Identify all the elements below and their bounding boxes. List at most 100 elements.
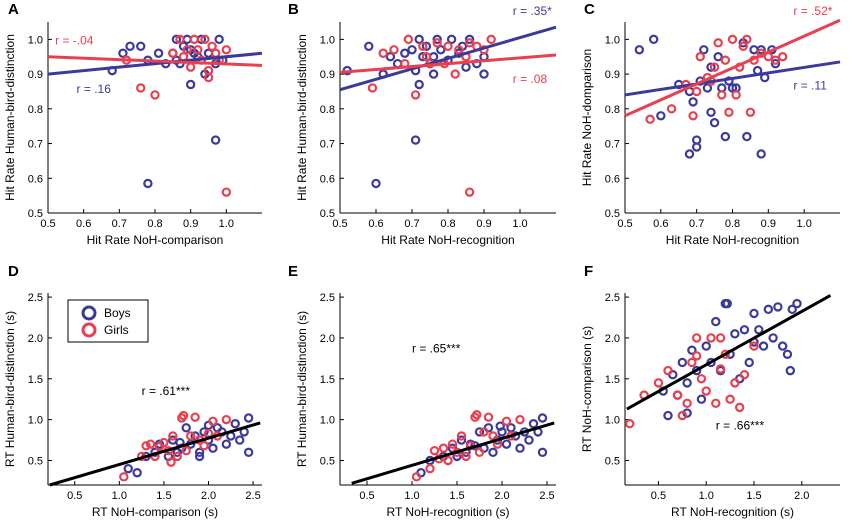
legend-label-girls: Girls [104,323,129,337]
point-boys [706,62,716,72]
point-girls [749,341,759,351]
point-girls [625,419,635,429]
point-girls [474,447,485,458]
point-boys [456,435,467,445]
point-girls [410,90,421,100]
point-girls [454,45,464,55]
legend-box [67,299,149,343]
point-girls [479,427,489,437]
point-girls [672,390,683,400]
point-girls [461,451,471,462]
point-boys [709,118,720,128]
point-boys [171,34,182,45]
point-boys [488,447,498,458]
point-boys [744,357,754,368]
point-boys [194,451,205,462]
correlation-label: r = .61*** [142,384,191,398]
point-boys [474,427,485,437]
y-tick-label-d: 1.5 [28,374,43,386]
point-boys [221,439,232,449]
point-girls [207,41,217,52]
y-axis-title-b: Hit Rate Human-bird-distinction [295,34,309,201]
point-girls [742,34,752,45]
point-boys [742,131,752,142]
point-boys [691,142,702,152]
point-boys [515,443,525,453]
x-tick-label-e: 0.5 [359,490,374,502]
point-boys [125,41,135,52]
x-tick-label-c: 0.9 [761,218,776,230]
regression-line-boys [339,25,557,92]
point-boys [749,308,759,319]
point-girls [178,410,189,421]
point-boys [181,423,191,433]
point-girls [136,83,146,93]
point-girls [713,38,723,48]
x-axis-title-d: RT NoH-comparison (s) [92,505,218,519]
x-tick-label-c: 0.6 [653,218,668,230]
point-boys [428,69,439,79]
point-boys [785,365,796,376]
point-girls [483,412,494,422]
y-tick-label-d: 2.5 [28,292,43,304]
x-tick-label-c: 1.0 [797,218,812,230]
point-boys [414,34,424,45]
y-tick-label-c: 0.5 [605,208,620,220]
x-tick-label-c: 0.5 [617,218,632,230]
point-boys [782,349,793,359]
y-axis-title-e: RT Human-bird-distinction (s) [295,311,309,467]
point-boys [371,178,381,189]
point-girls [166,457,176,467]
point-boys [199,427,209,437]
point-boys [464,34,475,45]
correlation-label: r = .35* [513,4,552,18]
regression-line-black [626,294,832,411]
regression-line-boys [624,60,841,97]
point-girls [221,45,232,55]
regression-line-girls [47,55,263,67]
y-tick-label-f: 2.0 [605,333,620,345]
point-girls [666,104,677,114]
point-boys [701,341,711,351]
x-tick-label-e: 2.5 [539,490,554,502]
x-tick-label-f: 1.0 [699,490,714,502]
point-boys [711,316,721,327]
point-girls [486,34,496,45]
point-girls [432,38,442,48]
point-boys [756,149,766,159]
x-tick-label-d: 1.5 [156,490,171,502]
point-girls [450,69,460,79]
point-girls [663,365,673,376]
y-tick-label-d: 1.0 [28,415,43,427]
point-boys [706,107,716,117]
point-boys [537,413,548,423]
x-axis-title-e: RT NoH-recognition (s) [387,505,510,519]
regression-line-black [49,421,261,487]
point-girls [709,62,720,72]
point-girls [168,431,178,441]
x-tick-label-b: 0.9 [476,218,491,230]
x-tick-label-a: 0.6 [76,218,91,230]
point-girls [706,333,716,343]
point-boys [758,341,769,351]
point-girls [159,437,169,448]
x-axis-title-c: Hit Rate NoH-recognition [666,233,799,247]
point-girls [199,441,209,451]
point-boys [243,413,254,423]
point-boys [118,48,128,58]
correlation-label: r = .52* [793,4,832,18]
correlation-label: r = .08 [513,72,548,86]
regression-line-black [351,421,555,485]
point-girls [119,472,129,482]
point-girls [443,41,453,52]
point-girls [472,410,482,420]
point-girls [411,472,422,482]
x-tick-label-e: 1.0 [404,490,419,502]
x-tick-label-b: 0.5 [332,218,347,230]
x-tick-label-b: 0.8 [440,218,455,230]
point-girls [691,351,702,361]
point-boys [495,421,505,431]
point-boys [682,378,692,388]
point-boys [677,357,688,368]
